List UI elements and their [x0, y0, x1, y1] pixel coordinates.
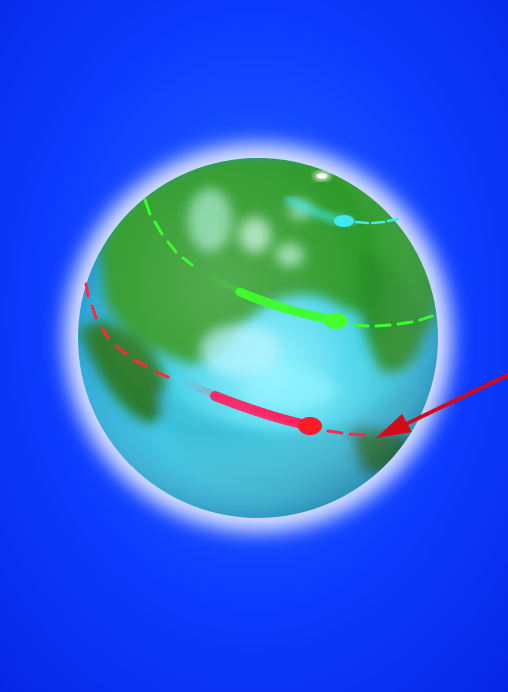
- red-arrow: [376, 373, 508, 438]
- globe-land: [78, 158, 438, 518]
- red-orbit-trail: [84, 282, 366, 437]
- cyan-orbit-trail: [285, 195, 400, 227]
- green-orbit-trail: [143, 198, 434, 329]
